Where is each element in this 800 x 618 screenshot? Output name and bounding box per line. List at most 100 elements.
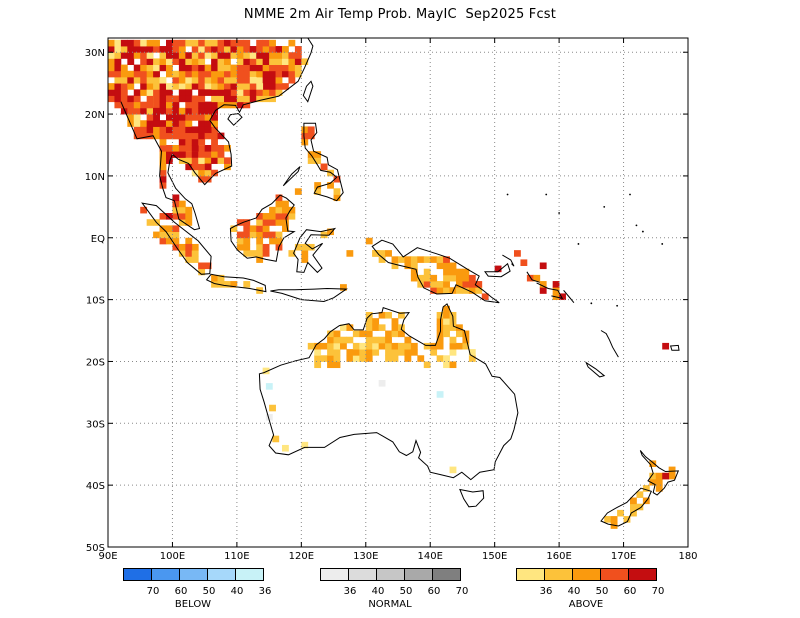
probability-cell <box>217 151 225 158</box>
probability-cell <box>185 89 193 96</box>
probability-cell <box>385 355 392 362</box>
probability-cell <box>172 132 180 140</box>
probability-cell <box>256 89 264 96</box>
probability-cell <box>108 52 115 59</box>
legend-normal-label: 50 <box>399 586 413 597</box>
probability-cell <box>146 219 154 226</box>
legend-above-swatch <box>572 568 601 581</box>
probability-cell <box>191 58 199 65</box>
probability-cell <box>243 39 251 47</box>
probability-cell <box>630 497 637 505</box>
probability-cell <box>236 39 244 47</box>
probability-cell <box>249 83 257 90</box>
probability-cell <box>630 503 637 511</box>
probability-cell <box>204 175 212 183</box>
probability-cell <box>520 259 528 266</box>
legend-normal-caption: NORMAL <box>368 599 412 610</box>
probability-cell <box>191 64 199 72</box>
coastline <box>526 271 540 283</box>
probability-cell <box>314 151 322 158</box>
probability-cell <box>294 58 302 65</box>
probability-cell <box>191 76 199 84</box>
probability-cell <box>275 219 283 226</box>
probability-cell <box>204 64 212 72</box>
probability-cell <box>430 342 438 350</box>
probability-cell <box>249 95 257 103</box>
probability-cell <box>327 361 334 369</box>
probability-cell <box>256 70 264 78</box>
probability-cell <box>539 287 547 294</box>
probability-cell <box>456 342 463 350</box>
probability-cell <box>391 256 399 263</box>
probability-cell <box>159 83 167 90</box>
probability-cell <box>191 39 199 47</box>
probability-cell <box>191 126 199 134</box>
probability-cell <box>198 76 206 84</box>
probability-cell <box>436 281 444 288</box>
probability-cell <box>249 225 257 232</box>
probability-cell <box>185 58 193 65</box>
probability-cell <box>211 114 218 121</box>
probability-cell <box>365 237 373 245</box>
probability-cell <box>462 287 470 294</box>
probability-cell <box>288 76 296 84</box>
probability-cell <box>198 70 206 78</box>
probability-cell <box>410 342 418 350</box>
probability-cell <box>217 76 225 84</box>
probability-cell <box>120 70 128 78</box>
probability-cell <box>359 355 367 362</box>
probability-cell <box>668 472 676 480</box>
probability-cell <box>185 76 193 84</box>
probability-cell <box>391 330 399 338</box>
probability-cell <box>314 355 322 362</box>
probability-cell <box>430 349 438 356</box>
probability-cell <box>475 287 483 294</box>
probability-cell <box>333 330 341 338</box>
probability-cell <box>649 472 657 480</box>
probability-cell <box>120 39 128 47</box>
lon-tick-label: 180 <box>678 551 697 562</box>
probability-cell <box>178 64 186 72</box>
probability-cell <box>198 262 206 270</box>
probability-cell <box>230 95 238 103</box>
probability-cell <box>166 52 173 59</box>
probability-cell <box>243 231 251 239</box>
probability-cell <box>114 70 122 78</box>
lat-tick-label: 50S <box>86 543 105 554</box>
probability-cell <box>185 163 193 171</box>
probability-cell <box>224 64 231 72</box>
probability-cell <box>275 237 283 245</box>
probability-fill-layer <box>108 39 676 529</box>
probability-cell <box>256 231 264 239</box>
probability-cell <box>378 342 386 350</box>
probability-cell <box>191 256 199 263</box>
probability-cell <box>443 274 450 282</box>
probability-cell <box>146 95 154 103</box>
probability-cell <box>172 95 180 103</box>
legend-above-swatch <box>628 568 657 581</box>
probability-cell <box>243 89 251 96</box>
probability-cell <box>166 46 173 53</box>
probability-cell <box>662 472 670 480</box>
probability-cell <box>456 281 463 288</box>
probability-cell <box>282 225 289 232</box>
probability-cell <box>178 39 186 47</box>
probability-cell <box>159 138 167 146</box>
legend-normal-swatch <box>432 568 461 581</box>
probability-cell <box>481 293 489 301</box>
probability-cell <box>243 70 251 78</box>
probability-cell <box>153 231 160 239</box>
probability-cell <box>178 126 186 134</box>
probability-cell <box>385 349 392 356</box>
probability-cell <box>133 95 141 103</box>
coastline <box>600 330 619 358</box>
probability-cell <box>191 70 199 78</box>
probability-cell <box>191 157 199 164</box>
legend-normal-swatch <box>404 568 433 581</box>
probability-cell <box>133 76 141 84</box>
probability-cell <box>410 256 418 263</box>
probability-cell <box>178 200 186 208</box>
probability-cell <box>198 83 206 90</box>
probability-cell <box>378 336 386 344</box>
probability-cell <box>172 120 180 127</box>
